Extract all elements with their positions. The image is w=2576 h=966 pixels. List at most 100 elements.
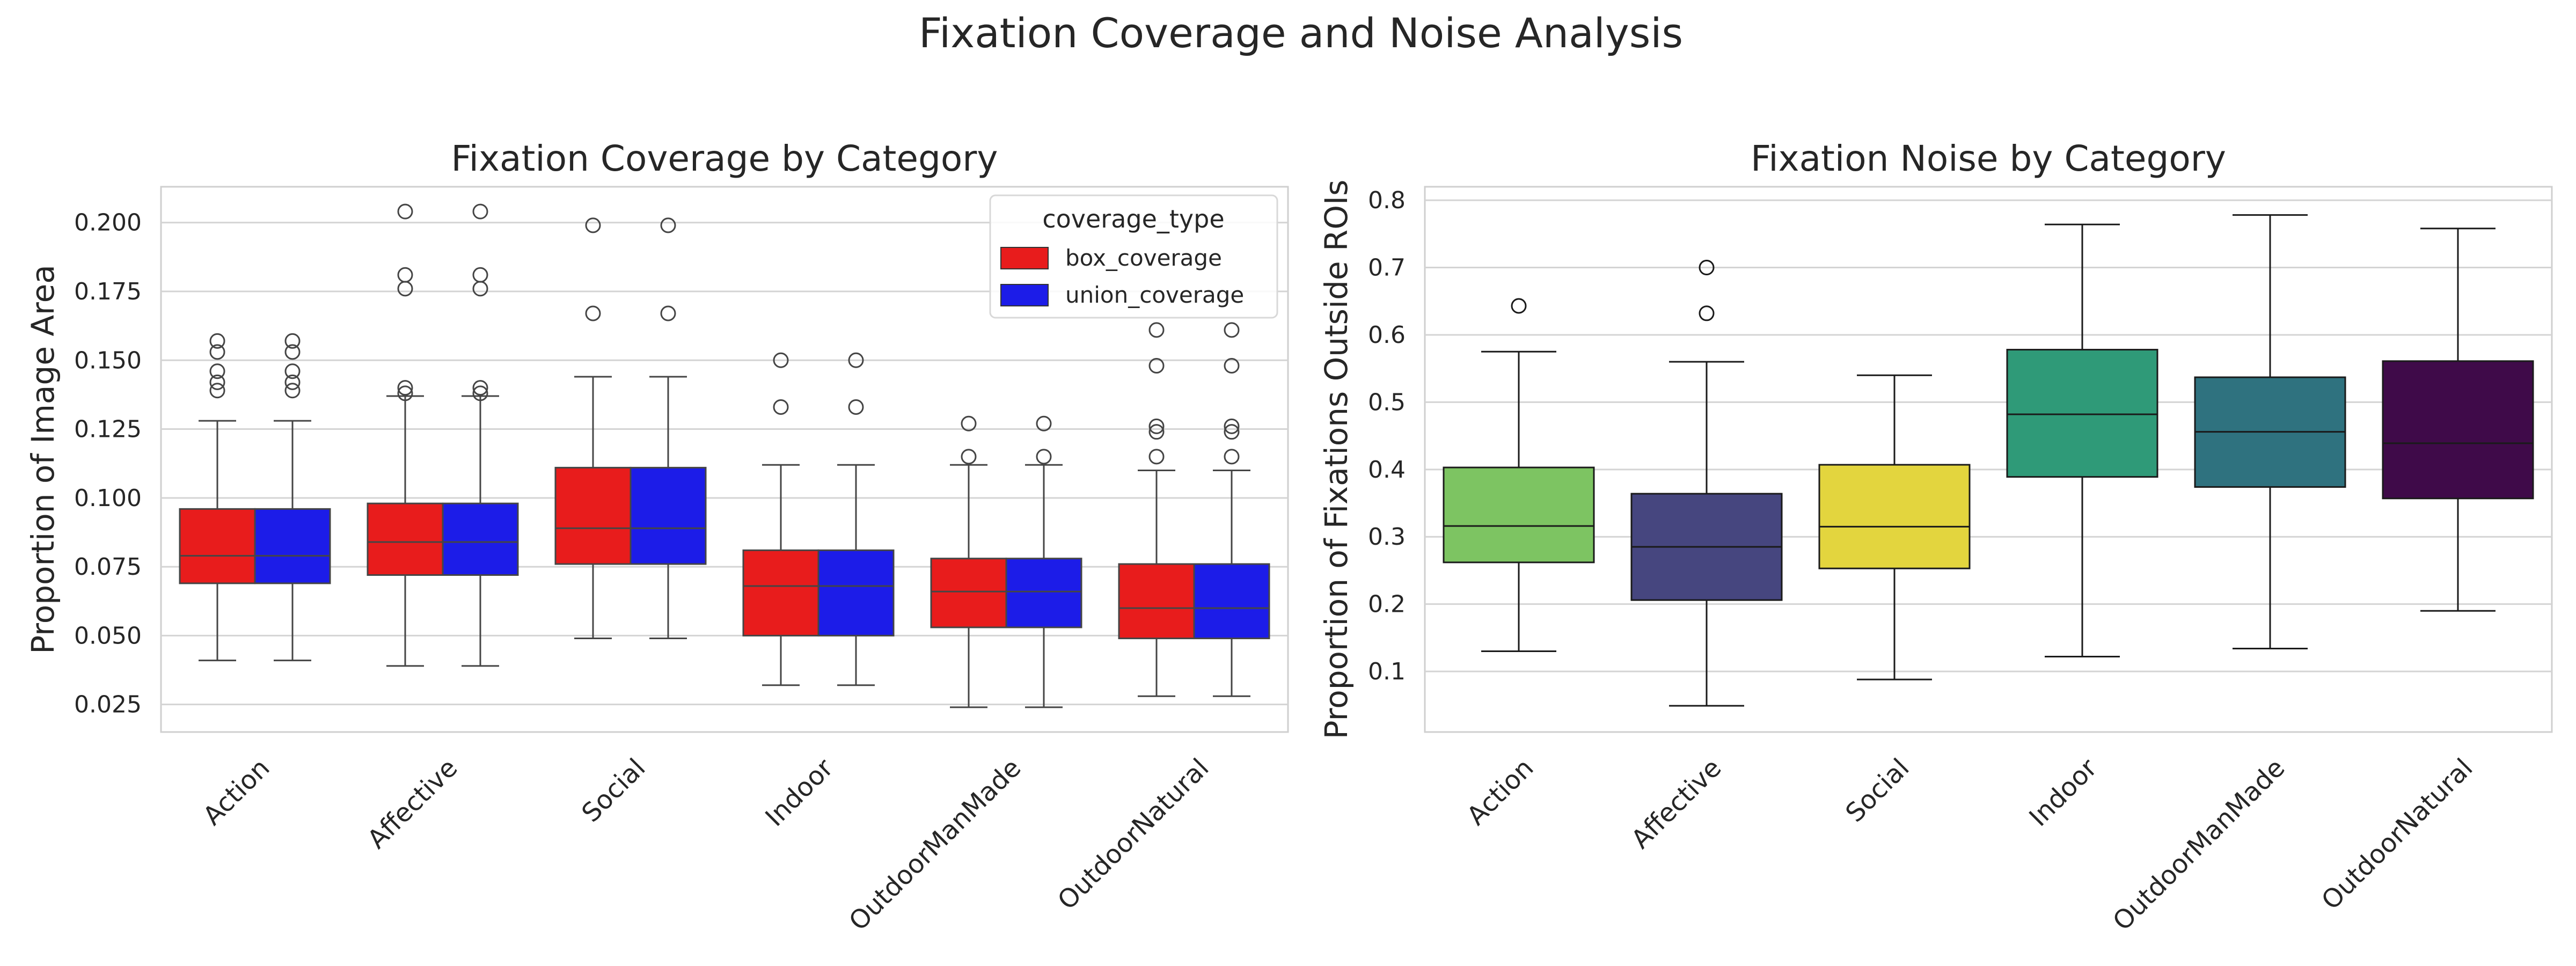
union-coverage-affective-iqr-box xyxy=(442,502,519,576)
box-coverage-outdoormanmade-outlier-point xyxy=(961,415,977,431)
union-coverage-action-outlier-point xyxy=(284,344,301,360)
y-tick-label: 0.5 xyxy=(1368,389,1406,416)
y-tick-label: 0.175 xyxy=(74,278,142,305)
legend-label-box-coverage: box_coverage xyxy=(1065,245,1222,271)
y-tick-label: 0.7 xyxy=(1368,254,1406,282)
union-coverage-action-outlier-point xyxy=(284,363,301,379)
box-coverage-indoor-outlier-point xyxy=(773,399,789,415)
box-coverage-outdoormanmade-outlier-point xyxy=(961,449,977,465)
union-coverage-affective-outlier-point xyxy=(472,385,488,401)
y-tick-label: 0.2 xyxy=(1368,591,1406,618)
noise-gridlines xyxy=(1425,199,2552,672)
noise-affective-outlier-point xyxy=(1699,260,1715,276)
union-coverage-indoor-outlier-point xyxy=(848,352,864,368)
union-coverage-outdoormanmade-outlier-point xyxy=(1036,415,1052,431)
noise-affective-outlier-point xyxy=(1699,305,1715,321)
y-tick-label: 0.025 xyxy=(74,691,142,719)
noise-social-box xyxy=(1818,374,1971,680)
box-coverage-outdoornatural-outlier-point xyxy=(1148,449,1165,465)
box-coverage-affective-outlier-point xyxy=(397,385,413,401)
box-coverage-action-outlier-point xyxy=(209,344,225,360)
box-coverage-social-outlier-point xyxy=(585,217,601,233)
union-coverage-outdoornatural-box xyxy=(1193,322,1270,697)
noise-outdoormanmade-box xyxy=(2194,214,2346,649)
noise-indoor-box xyxy=(2006,223,2158,658)
union-coverage-outdoornatural-outlier-point xyxy=(1224,449,1240,465)
box-coverage-affective-outlier-point xyxy=(397,267,413,283)
union-coverage-outdoornatural-iqr-box xyxy=(1193,563,1270,640)
box-coverage-outdoornatural-iqr-box xyxy=(1118,563,1195,640)
box-coverage-action-iqr-box xyxy=(179,508,256,584)
union-coverage-action-outlier-point xyxy=(284,374,301,390)
coverage-y-axis-label: Proportion of Image Area xyxy=(25,265,61,654)
box-coverage-outdoornatural-outlier-point xyxy=(1148,322,1165,338)
box-coverage-affective-outlier-point xyxy=(397,380,413,396)
box-coverage-outdoornatural-outlier-point xyxy=(1148,418,1165,434)
noise-social-iqr-box xyxy=(1818,464,1971,569)
y-tick-label: 0.4 xyxy=(1368,456,1406,484)
union-coverage-indoor-iqr-box xyxy=(817,549,895,636)
union-coverage-social-iqr-box xyxy=(630,466,707,565)
union-coverage-outdoornatural-outlier-point xyxy=(1224,424,1240,440)
noise-y-axis-label: Proportion of Fixations Outside ROIs xyxy=(1318,180,1355,740)
noise-indoor-iqr-box xyxy=(2006,349,2158,478)
box-coverage-outdoornatural-outlier-point xyxy=(1148,424,1165,440)
coverage-y-ticks: 0.025 0.050 0.075 0.100 0.125 0.150 0.175 0.200 xyxy=(74,209,142,719)
coverage-legend: coverage_type box_coverage union_coverag… xyxy=(989,194,1278,319)
union-coverage-outdoornatural-outlier-point xyxy=(1224,322,1240,338)
noise-plot-area xyxy=(1424,186,2553,733)
union-coverage-indoor-box xyxy=(817,352,895,686)
union-coverage-affective-outlier-point xyxy=(472,203,488,219)
noise-action-outlier-point xyxy=(1511,298,1527,314)
legend-label-union-coverage: union_coverage xyxy=(1065,282,1244,308)
box-coverage-social-iqr-box xyxy=(554,466,632,565)
union-coverage-social-box xyxy=(630,217,707,640)
union-coverage-affective-outlier-point xyxy=(472,380,488,396)
y-tick-label: 0.100 xyxy=(74,485,142,512)
union-coverage-outdoormanmade-iqr-box xyxy=(1005,558,1082,628)
box-coverage-social-outlier-point xyxy=(585,305,601,321)
union-coverage-action-outlier-point xyxy=(284,333,301,349)
y-tick-label: 0.6 xyxy=(1368,321,1406,349)
y-tick-label: 0.3 xyxy=(1368,523,1406,551)
union-coverage-social-outlier-point xyxy=(660,217,676,233)
coverage-boxes xyxy=(179,203,1270,708)
union-coverage-outdoornatural-outlier-point xyxy=(1224,418,1240,434)
box-coverage-action-outlier-point xyxy=(209,383,225,399)
noise-affective-box xyxy=(1630,260,1783,707)
noise-outdoornatural-box xyxy=(2382,228,2534,612)
box-coverage-indoor-outlier-point xyxy=(773,352,789,368)
box-coverage-affective-outlier-point xyxy=(397,203,413,219)
box-coverage-outdoormanmade-iqr-box xyxy=(930,558,1007,628)
union-coverage-affective-outlier-point xyxy=(472,267,488,283)
union-coverage-action-outlier-point xyxy=(284,383,301,399)
figure-title: Fixation Coverage and Noise Analysis xyxy=(919,9,1683,57)
box-coverage-indoor-box xyxy=(742,352,819,686)
box-coverage-action-outlier-point xyxy=(209,374,225,390)
union-coverage-outdoormanmade-outlier-point xyxy=(1036,449,1052,465)
legend-swatch-box-coverage xyxy=(1000,247,1049,269)
union-coverage-outdoornatural-outlier-point xyxy=(1224,358,1240,374)
union-coverage-outdoormanmade-box xyxy=(1005,415,1082,708)
coverage-gridlines xyxy=(161,222,1288,706)
legend-frame xyxy=(989,194,1278,319)
box-coverage-indoor-iqr-box xyxy=(742,549,819,636)
noise-y-ticks: 0.1 0.2 0.3 0.4 0.5 0.6 0.7 0.8 xyxy=(1368,187,1406,685)
legend-title: coverage_type xyxy=(1042,204,1224,233)
y-tick-label: 0.8 xyxy=(1368,187,1406,214)
union-coverage-social-outlier-point xyxy=(660,305,676,321)
noise-chart-title: Fixation Noise by Category xyxy=(1751,138,2226,179)
union-coverage-indoor-outlier-point xyxy=(848,399,864,415)
legend-swatch-union-coverage xyxy=(1000,284,1049,306)
box-coverage-affective-iqr-box xyxy=(367,502,444,576)
y-tick-label: 0.050 xyxy=(74,622,142,649)
y-tick-label: 0.125 xyxy=(74,416,142,443)
box-coverage-outdoornatural-outlier-point xyxy=(1148,358,1165,374)
noise-boxes xyxy=(1443,214,2534,707)
y-tick-label: 0.150 xyxy=(74,347,142,374)
union-coverage-action-iqr-box xyxy=(254,508,331,584)
noise-action-iqr-box xyxy=(1443,466,1595,564)
box-coverage-action-outlier-point xyxy=(209,363,225,379)
box-coverage-action-outlier-point xyxy=(209,333,225,349)
